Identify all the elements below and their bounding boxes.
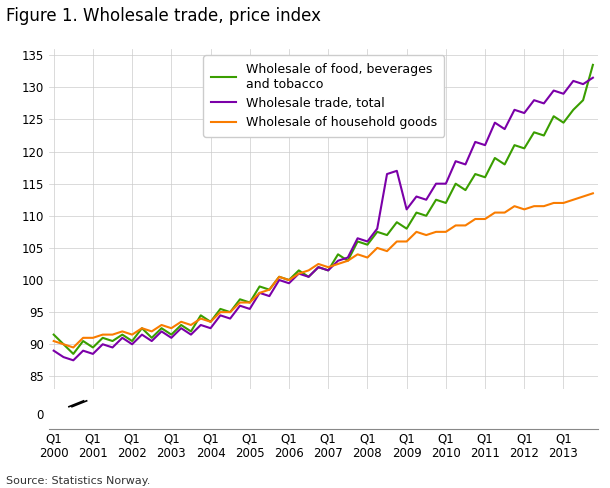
Wholesale of food, beverages
and tobacco xyxy=(256,284,264,289)
Line: Wholesale of food, beverages
and tobacco: Wholesale of food, beverages and tobacco xyxy=(54,65,593,354)
Wholesale trade, total xyxy=(70,357,77,363)
Line: Wholesale trade, total: Wholesale trade, total xyxy=(54,78,593,360)
Wholesale of food, beverages
and tobacco xyxy=(393,219,401,225)
Wholesale trade, total xyxy=(60,354,67,360)
Wholesale of food, beverages
and tobacco xyxy=(364,242,371,247)
Line: Wholesale of household goods: Wholesale of household goods xyxy=(54,193,593,347)
Wholesale trade, total xyxy=(413,194,420,200)
Wholesale of household goods xyxy=(70,345,77,350)
Text: Source: Statistics Norway.: Source: Statistics Norway. xyxy=(6,476,151,486)
Wholesale of household goods xyxy=(364,255,371,261)
Wholesale of household goods xyxy=(472,216,479,222)
Wholesale of household goods xyxy=(60,341,67,347)
Wholesale of food, beverages
and tobacco xyxy=(60,341,67,347)
Wholesale trade, total xyxy=(256,290,264,296)
Wholesale of food, beverages
and tobacco xyxy=(50,332,57,338)
Wholesale trade, total xyxy=(50,348,57,354)
Wholesale of food, beverages
and tobacco xyxy=(413,210,420,216)
Text: Figure 1. Wholesale trade, price index: Figure 1. Wholesale trade, price index xyxy=(6,7,321,25)
Wholesale trade, total xyxy=(589,75,597,81)
Wholesale of household goods xyxy=(50,338,57,344)
Wholesale of household goods xyxy=(393,239,401,244)
Wholesale trade, total xyxy=(393,168,401,174)
Wholesale of household goods xyxy=(589,190,597,196)
Wholesale of household goods xyxy=(256,290,264,296)
Legend: Wholesale of food, beverages
and tobacco, Wholesale trade, total, Wholesale of h: Wholesale of food, beverages and tobacco… xyxy=(203,55,445,137)
Wholesale of food, beverages
and tobacco xyxy=(70,351,77,357)
Wholesale of food, beverages
and tobacco xyxy=(472,171,479,177)
Wholesale of household goods xyxy=(413,229,420,235)
Wholesale trade, total xyxy=(364,239,371,244)
Wholesale trade, total xyxy=(472,139,479,145)
Wholesale of food, beverages
and tobacco xyxy=(589,62,597,68)
